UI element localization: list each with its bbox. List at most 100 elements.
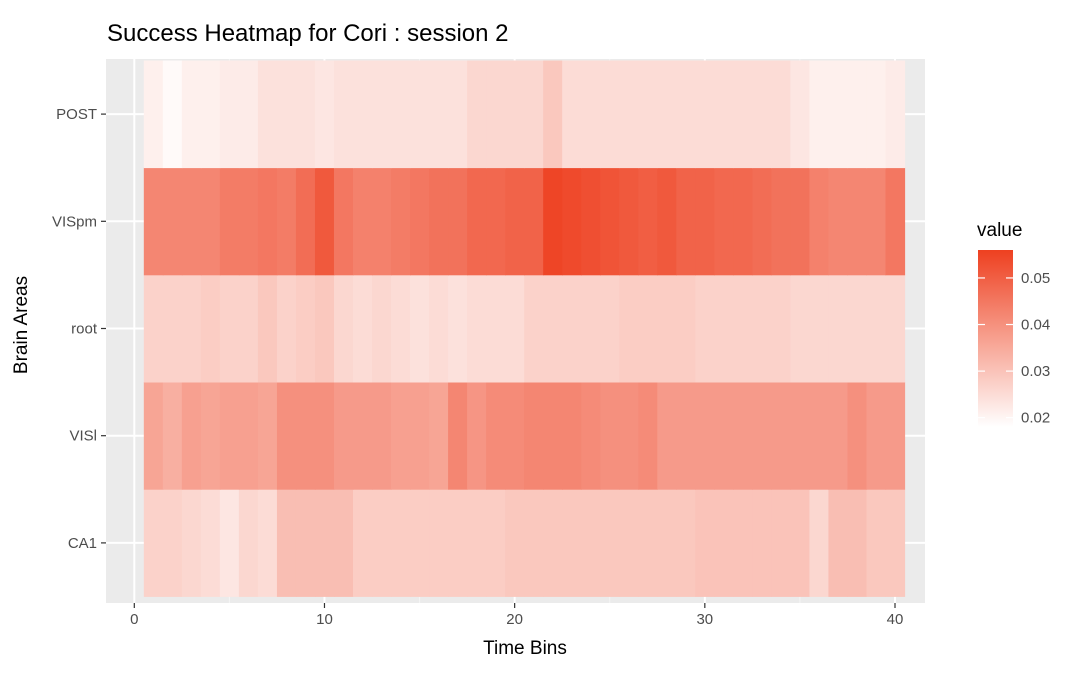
heatmap-cell (866, 274, 887, 383)
heatmap-cell (181, 167, 202, 276)
heatmap-cell (486, 60, 506, 169)
legend-tick-label: 0.03 (1021, 363, 1050, 380)
heatmap-cell (467, 60, 487, 169)
heatmap-cell (752, 167, 772, 276)
heatmap-cell (181, 382, 202, 490)
heatmap-cell (410, 382, 430, 490)
heatmap-cell (638, 60, 658, 169)
heatmap-cell (276, 489, 297, 597)
heatmap-cell (885, 274, 906, 383)
heatmap-cell (448, 60, 468, 169)
heatmap-cell (733, 489, 753, 597)
heatmap-cell (295, 274, 316, 383)
heatmap-cell (676, 167, 696, 276)
heatmap-cell (353, 167, 373, 276)
heatmap-cell (486, 382, 506, 490)
heatmap-cell (219, 60, 240, 169)
y-tick-label: root (71, 321, 98, 338)
heatmap-cell (429, 274, 449, 383)
legend-tick-label: 0.05 (1021, 270, 1050, 287)
heatmap-cell (391, 274, 411, 383)
heatmap-cell (733, 60, 753, 169)
heatmap-cell (143, 489, 164, 597)
heatmap-cell (505, 167, 525, 276)
heatmap-cell (353, 60, 373, 169)
heatmap-cell (581, 274, 601, 383)
heatmap-cell (314, 60, 335, 169)
heatmap-cell (333, 167, 354, 276)
legend-tick-label: 0.04 (1021, 317, 1050, 334)
heatmap-cell (181, 489, 202, 597)
legend-title: value (977, 220, 1022, 241)
heatmap-cell (657, 274, 677, 383)
heatmap-cell (657, 167, 677, 276)
y-tick-label: VISl (69, 428, 97, 445)
heatmap-cell (295, 167, 316, 276)
heatmap-cell (885, 382, 906, 490)
x-tick-label: 30 (696, 611, 713, 628)
heatmap-cell (314, 489, 335, 597)
x-axis: 0 10 20 30 40 (130, 603, 903, 628)
heatmap-cell (828, 60, 849, 169)
heatmap-cell (467, 489, 487, 597)
heatmap-cell (562, 274, 582, 383)
y-tick-label: VISpm (52, 213, 97, 230)
heatmap-cell (543, 489, 563, 597)
heatmap-cell (276, 274, 297, 383)
heatmap-cell (524, 274, 544, 383)
heatmap-cell (333, 60, 354, 169)
heatmap-cell (562, 167, 582, 276)
heatmap-cell (410, 274, 430, 383)
heatmap-cell (505, 382, 525, 490)
heatmap-cell (448, 489, 468, 597)
heatmap-cell (600, 382, 620, 490)
heatmap-cell (467, 167, 487, 276)
heatmap-cell (619, 489, 639, 597)
heatmap-cell (486, 167, 506, 276)
heatmap-cell (581, 60, 601, 169)
heatmap-cell (162, 167, 183, 276)
heatmap-cell (219, 167, 240, 276)
heatmap-cell (638, 489, 658, 597)
heatmap-cell (295, 382, 316, 490)
heatmap-cell (752, 274, 772, 383)
heatmap-cell (714, 274, 734, 383)
heatmap-cell (619, 60, 639, 169)
heatmap-cell (372, 167, 392, 276)
heatmap-cell (219, 489, 240, 597)
heatmap-cell (181, 274, 202, 383)
x-tick-label: 0 (130, 611, 138, 628)
heatmap-cell (771, 60, 792, 169)
x-tick-label: 20 (506, 611, 523, 628)
heatmap-cell (714, 382, 734, 490)
heatmap-cell (695, 382, 715, 490)
heatmap-cell (638, 382, 658, 490)
heatmap-cell (295, 60, 316, 169)
heatmap-cell (505, 274, 525, 383)
heatmap-cell (200, 489, 221, 597)
heatmap-cell (429, 167, 449, 276)
heatmap-cell (543, 60, 563, 169)
heatmap-cell (543, 167, 563, 276)
heatmap-cell (600, 167, 620, 276)
heatmap-cell (467, 382, 487, 490)
heatmap-cell (562, 60, 582, 169)
y-tick-label: CA1 (68, 535, 97, 552)
heatmap-cell (657, 60, 677, 169)
heatmap-cell (372, 382, 392, 490)
heatmap-cell (429, 489, 449, 597)
heatmap-cell (638, 274, 658, 383)
heatmap-cell (790, 382, 811, 490)
heatmap-cell (771, 274, 792, 383)
heatmap-cell (581, 382, 601, 490)
legend: value 0.02 0.03 0.04 0.05 (977, 220, 1050, 427)
heatmap-cell (391, 489, 411, 597)
heatmap-cell (238, 489, 259, 597)
heatmap-cell (524, 60, 544, 169)
heatmap-cell (257, 274, 278, 383)
heatmap-cell (333, 382, 354, 490)
heatmap-cell (828, 274, 849, 383)
heatmap-cell (866, 60, 887, 169)
y-axis-title: Brain Areas (11, 276, 32, 374)
